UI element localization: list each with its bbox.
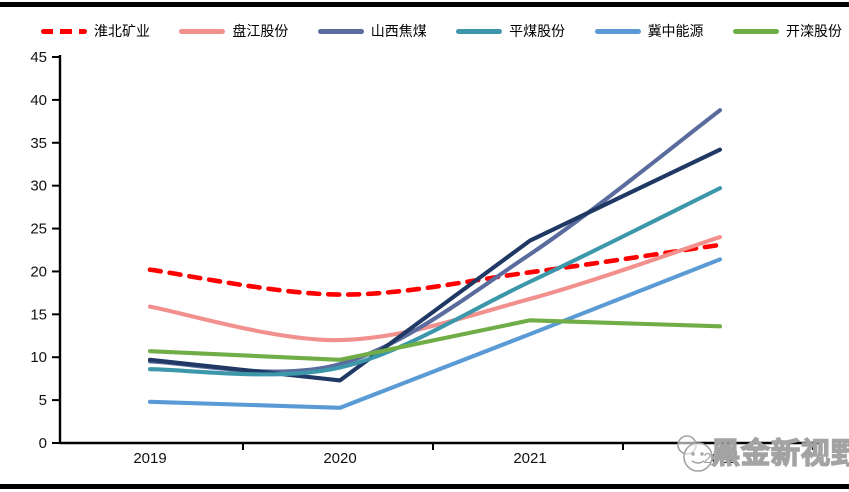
y-tick-label: 45	[30, 49, 47, 66]
y-tick-label: 0	[39, 435, 47, 452]
y-tick-label: 15	[30, 306, 47, 323]
legend-item-1: 盘江股份	[179, 24, 288, 38]
series-line-unlabeled	[147, 147, 723, 383]
legend-item-2: 山西焦煤	[317, 23, 427, 39]
top-border-rule	[0, 2, 849, 7]
line-marker	[317, 28, 364, 34]
series-line-冀中能源	[147, 257, 723, 410]
line-marker	[732, 28, 779, 34]
legend-item-0: 淮北矿业	[41, 24, 150, 38]
legend: 淮北矿业 盘江股份 山西焦煤 平煤股份 冀中能源 开滦股份	[41, 21, 842, 41]
legend-label: 山西焦煤	[370, 23, 427, 39]
legend-item-5: 开滦股份	[732, 23, 842, 39]
legend-label: 淮北矿业	[94, 23, 150, 39]
y-tick-label: 10	[30, 349, 47, 366]
x-tick-label: 2019	[133, 450, 166, 467]
legend-item-3: 平煤股份	[456, 24, 565, 38]
bottom-border-rule	[0, 484, 849, 489]
legend-label: 盘江股份	[232, 23, 289, 39]
x-tick-label: 2020	[323, 450, 356, 467]
line-marker	[456, 28, 503, 34]
y-tick-label: 5	[39, 392, 47, 409]
line-marker	[594, 28, 641, 34]
series-line-平煤股份	[147, 186, 723, 377]
x-tick-label: 2022	[703, 450, 736, 467]
series-line-淮北矿业	[147, 242, 723, 297]
legend-item-4: 冀中能源	[594, 23, 704, 39]
y-tick-label: 20	[30, 263, 47, 280]
legend-label: 开滦股份	[785, 23, 842, 39]
line-marker	[179, 28, 226, 34]
y-tick-label: 30	[30, 178, 47, 195]
x-tick-label: 2021	[513, 450, 546, 467]
y-tick-label: 40	[30, 92, 47, 109]
series-line-开滦股份	[147, 318, 723, 362]
y-tick-label: 35	[30, 135, 47, 152]
legend-label: 冀中能源	[647, 23, 704, 39]
y-tick-label: 25	[30, 221, 47, 238]
legend-label: 平煤股份	[509, 23, 566, 39]
dashed-line-marker	[41, 28, 87, 34]
series-line-盘江股份	[147, 235, 723, 343]
